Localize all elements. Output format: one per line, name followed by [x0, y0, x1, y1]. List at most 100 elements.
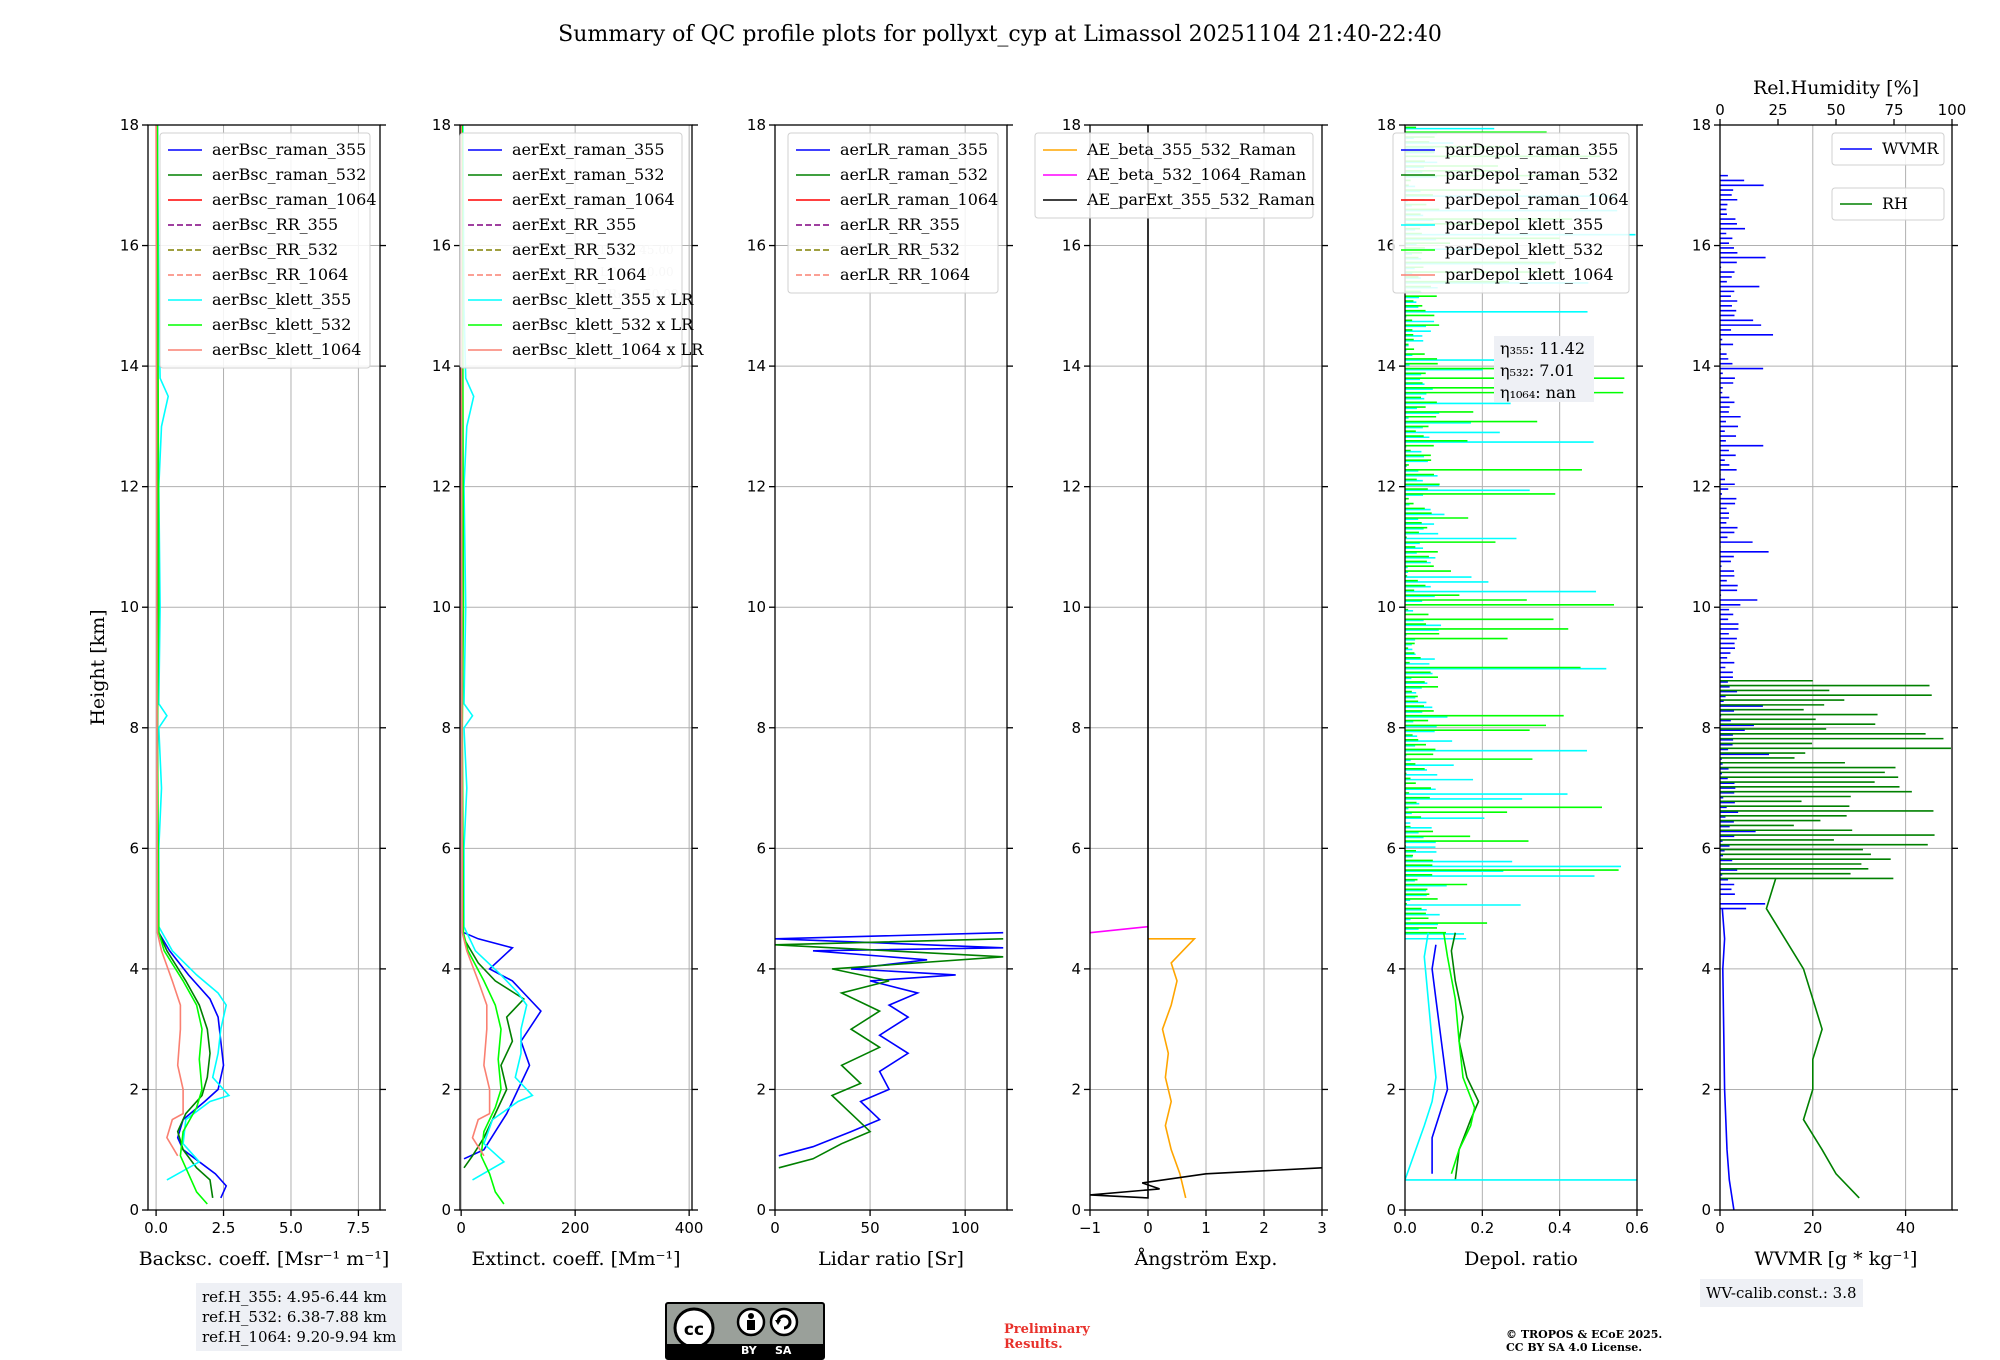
y-tick-label: 0 — [1701, 1201, 1711, 1219]
y-tick-label: 4 — [129, 960, 139, 978]
y-tick-label: 4 — [1386, 960, 1396, 978]
y-tick-label: 2 — [1071, 1080, 1081, 1098]
y-tick-label: 16 — [747, 237, 766, 255]
y-tick-label: 2 — [441, 1080, 451, 1098]
legend-label-parDepol_raman_532: parDepol_raman_532 — [1445, 165, 1618, 184]
panel-depol: 0 2 4 6 8 10 12 14 16 18 0.0 0.2 0.4 0.6 Depol. ratio η… — [1377, 116, 1649, 1270]
y-tick-label: 10 — [120, 598, 139, 616]
series-line-WVMR — [1721, 908, 1735, 1210]
y-tick-label: 0 — [129, 1201, 139, 1219]
svg-text:cc: cc — [684, 1320, 704, 1340]
y-tick-label: 12 — [1062, 478, 1081, 496]
series-line-aerLR_raman_532 — [775, 938, 1004, 1169]
wv-calib-text: WV-calib.const.: 3.8 — [1706, 1284, 1857, 1302]
y-tick-label: 2 — [129, 1080, 139, 1098]
legend-label-parDepol_klett_532: parDepol_klett_532 — [1445, 240, 1603, 259]
series-line-aerBsc_klett_1064 — [155, 125, 184, 1157]
preliminary-line-2: Results. — [1004, 1337, 1063, 1352]
cc-license-badge: cc BY SA — [665, 1302, 825, 1360]
axes-frame — [147, 124, 381, 1211]
legend-label-aerLR_raman_1064: aerLR_raman_1064 — [840, 190, 998, 209]
y-tick-label: 6 — [756, 839, 766, 857]
x-tick-label: 20 — [1803, 1219, 1822, 1237]
legend-label-AE_beta_532_1064_Raman: AE_beta_532_1064_Raman — [1086, 165, 1306, 184]
axes-frame — [1719, 124, 1953, 1211]
ref-height-355: ref.H_355: 4.95-6.44 km — [202, 1288, 387, 1306]
x-tick-label: 0 — [770, 1219, 780, 1237]
series-line-RH — [1765, 878, 1860, 1199]
preliminary-note: Preliminary Results. — [1004, 1322, 1090, 1352]
y-tick-label: 18 — [432, 116, 451, 134]
legend-label-aerExt_RR_355: aerExt_RR_355 — [512, 215, 636, 234]
y-tick-label: 12 — [747, 478, 766, 496]
series-line-aerBsc_klett_1064 x LR — [460, 125, 491, 1157]
y-tick-label: 10 — [1062, 598, 1081, 616]
y-tick-label: 8 — [1386, 719, 1396, 737]
copyright-line-2: CC BY SA 4.0 License. — [1506, 1341, 1643, 1354]
legend-label-aerBsc_raman_532: aerBsc_raman_532 — [212, 165, 366, 184]
legend-label-aerExt_RR_532: aerExt_RR_532 — [512, 240, 636, 259]
y-tick-label: 10 — [1692, 598, 1711, 616]
x-axis-label: Backsc. coeff. [Msr⁻¹ m⁻¹] — [139, 1248, 390, 1270]
copyright-note: © TROPOS & ECoE 2025. CC BY SA 4.0 Licen… — [1506, 1328, 1662, 1354]
series-line-aerBsc_raman_355 — [156, 125, 228, 1199]
copyright-line-1: © TROPOS & ECoE 2025. — [1506, 1328, 1663, 1341]
y-tick-label: 6 — [1701, 839, 1711, 857]
figure-title: Summary of QC profile plots for pollyxt_… — [558, 22, 1442, 47]
y-tick-label: 8 — [441, 719, 451, 737]
y-tick-label: 4 — [1071, 960, 1081, 978]
wv-calib-box: WV-calib.const.: 3.8 — [1700, 1279, 1863, 1307]
annotation-text: η₁₀₆₄: nan — [1500, 383, 1576, 402]
top-x-tick-label: 25 — [1768, 101, 1787, 119]
y-tick-label: 0 — [1386, 1201, 1396, 1219]
legend-box — [787, 132, 999, 294]
legend-label-aerBsc_raman_355: aerBsc_raman_355 — [212, 140, 366, 159]
legend-label-aerBsc_klett_532 x LR: aerBsc_klett_532 x LR — [512, 315, 694, 334]
series-line-AE_beta_355_532_Raman — [1148, 938, 1197, 1199]
series-line-aerBsc_klett_532 — [156, 125, 208, 1205]
x-tick-label: 2.5 — [212, 1219, 236, 1237]
legend-box — [459, 132, 683, 369]
y-tick-label: 14 — [120, 357, 139, 375]
series-line-parDepol_klett_355 — [1405, 932, 1637, 1181]
legend-box — [1034, 132, 1314, 219]
y-tick-label: 10 — [432, 598, 451, 616]
legend-label-aerExt_RR_1064: aerExt_RR_1064 — [512, 265, 647, 284]
legend-label-aerLR_RR_355: aerLR_RR_355 — [840, 215, 960, 234]
x-tick-label: 200 — [561, 1219, 590, 1237]
legend-label-aerLR_raman_355: aerLR_raman_355 — [840, 140, 988, 159]
x-tick-label: 50 — [861, 1219, 880, 1237]
ref-height-532: ref.H_532: 6.38-7.88 km — [202, 1308, 387, 1326]
y-tick-label: 6 — [1071, 839, 1081, 857]
y-tick-label: 8 — [756, 719, 766, 737]
legend-label-aerBsc_klett_355 x LR: aerBsc_klett_355 x LR — [512, 290, 694, 309]
series-line-aerBsc_klett_355 x LR — [462, 125, 534, 1181]
legend-label-aerBsc_klett_1064: aerBsc_klett_1064 — [212, 340, 361, 359]
legend-label-aerBsc_raman_1064: aerBsc_raman_1064 — [212, 190, 377, 209]
y-tick-label: 14 — [1692, 357, 1711, 375]
y-tick-label: 0 — [441, 1201, 451, 1219]
y-tick-label: 14 — [1062, 357, 1081, 375]
y-tick-label: 14 — [1377, 357, 1396, 375]
y-tick-label: 4 — [441, 960, 451, 978]
y-tick-label: 18 — [120, 116, 139, 134]
x-tick-label: 2 — [1259, 1219, 1269, 1237]
x-tick-label: 0.0 — [1393, 1219, 1417, 1237]
legend-label-AE_beta_355_532_Raman: AE_beta_355_532_Raman — [1086, 140, 1296, 159]
top-x-tick-label: 75 — [1884, 101, 1903, 119]
x-tick-label: 1 — [1201, 1219, 1211, 1237]
top-x-tick-label: 100 — [1938, 101, 1967, 119]
preliminary-line-1: Preliminary — [1004, 1322, 1090, 1337]
y-tick-label: 12 — [432, 478, 451, 496]
x-tick-label: 400 — [675, 1219, 704, 1237]
y-tick-label: 8 — [129, 719, 139, 737]
legend-label-aerBsc_klett_1064 x LR: aerBsc_klett_1064 x LR — [512, 340, 704, 359]
series-line-parDepol_raman_532 — [1450, 932, 1480, 1180]
y-tick-label: 16 — [120, 237, 139, 255]
y-tick-label: 2 — [1386, 1080, 1396, 1098]
series-line-aerExt_raman_532 — [463, 938, 526, 1169]
legend-label-aerExt_raman_355: aerExt_raman_355 — [512, 140, 665, 159]
